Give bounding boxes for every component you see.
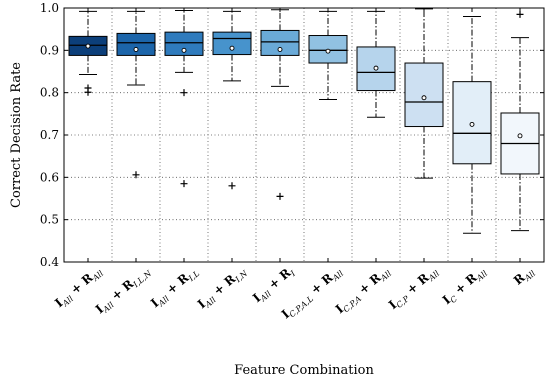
y-tick-label: 0.7 [40, 128, 59, 142]
box [308, 35, 348, 64]
x-category-label: IC + RAll [440, 263, 490, 308]
label-subscript: I [288, 268, 298, 278]
y-tick-label: 0.4 [40, 255, 59, 269]
y-axis-ticks: 0.4 0.5 0.6 0.7 0.8 0.9 1.0 [40, 1, 544, 269]
box-group [260, 9, 300, 200]
y-tick-label: 0.9 [40, 43, 59, 57]
mean-marker [133, 47, 139, 52]
x-category-label: IC,P,A + RAll [333, 263, 394, 318]
box [404, 62, 444, 128]
mean-marker [517, 133, 523, 139]
x-category-label: IAll + RI,L,N [93, 263, 154, 318]
box-group [68, 10, 108, 96]
outlier-marker [180, 180, 188, 188]
outlier-marker [276, 192, 284, 200]
box-group [164, 10, 204, 188]
box-group [116, 10, 156, 179]
outlier-marker [84, 88, 92, 96]
box-group [452, 15, 492, 234]
x-category-label: IAll + RI,L [148, 264, 201, 312]
box-group [212, 10, 252, 190]
x-category-label: RAll [511, 263, 538, 289]
x-category-label: IAll + RI [250, 263, 298, 307]
mean-marker [373, 65, 379, 71]
box [452, 81, 492, 165]
outlier-marker [516, 10, 524, 18]
x-category-label: IAll + RI,N [195, 263, 250, 313]
box-group [500, 10, 540, 232]
box [212, 31, 252, 56]
mean-marker [229, 45, 235, 51]
mean-marker [421, 95, 427, 101]
x-axis-label: Feature Combination [234, 363, 374, 378]
y-axis-label: Correct Decision Rate [9, 62, 24, 208]
outlier-marker [180, 89, 188, 97]
y-tick-label: 0.6 [40, 170, 59, 184]
outlier-marker [228, 182, 236, 190]
y-tick-label: 1.0 [40, 1, 59, 15]
box-series [68, 8, 540, 234]
x-category-label: IC,P + RAll [386, 263, 442, 313]
box [116, 32, 156, 56]
label-subscript: I,L,N [131, 268, 154, 289]
mean-marker [469, 121, 475, 127]
mean-marker [325, 48, 331, 54]
label-subscript: C [449, 294, 459, 305]
label-subscript: C,P,A,L [288, 294, 315, 319]
y-tick-label: 0.5 [40, 213, 59, 227]
box [164, 31, 204, 56]
box-group [308, 10, 348, 100]
mean-marker [181, 47, 187, 53]
mean-marker [85, 43, 91, 49]
y-tick-label: 0.8 [40, 86, 59, 100]
mean-marker [277, 47, 283, 52]
outlier-marker [132, 171, 140, 179]
box-group [404, 8, 444, 179]
box-group [356, 10, 396, 118]
